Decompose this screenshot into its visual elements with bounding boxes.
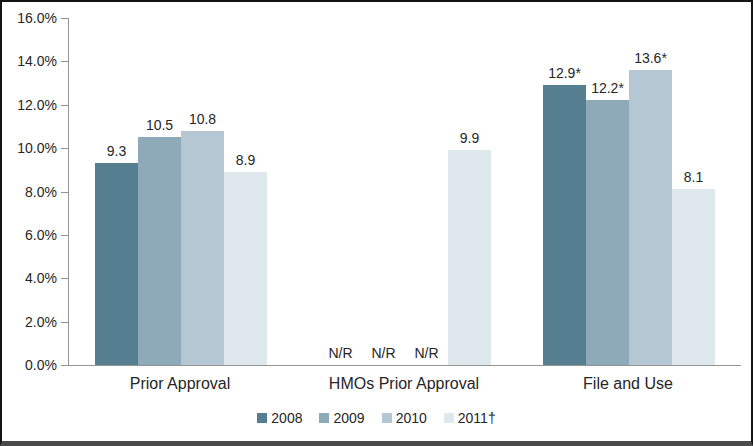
legend-label-2011: 2011†	[458, 411, 496, 425]
x-category-label-file-and-use: File and Use	[516, 374, 740, 393]
bar-group-hmos-prior-approval: N/R N/R N/R 9.9	[293, 18, 517, 365]
not-reported-label-2008-hmos-prior-approval: N/R	[328, 346, 352, 360]
value-label-2011-file-and-use: 8.1	[684, 170, 703, 184]
y-tick-mark-0-0	[61, 365, 69, 366]
y-tick-mark-16-0	[61, 18, 69, 19]
y-tick-mark-4-0	[61, 278, 69, 279]
y-tick-mark-12-0	[61, 105, 69, 106]
y-tick-mark-14-0	[61, 61, 69, 62]
bar-group-prior-approval: 9.310.510.88.9	[69, 18, 293, 365]
y-tick-label-10-0: 10.0%	[17, 141, 57, 155]
legend-swatch-icon-2009	[319, 413, 329, 423]
legend-swatch-icon-2008	[257, 413, 267, 423]
x-category-label-prior-approval: Prior Approval	[68, 374, 292, 393]
bar-2008-file-and-use: 12.9*	[543, 85, 586, 365]
legend-item-2011: 2011†	[444, 411, 496, 425]
not-reported-label-2009-hmos-prior-approval: N/R	[371, 346, 395, 360]
bar-2010-file-and-use: 13.6*	[629, 70, 672, 365]
value-label-2008-file-and-use: 12.9*	[548, 66, 581, 80]
legend-label-2010: 2010	[396, 411, 427, 425]
y-tick-label-2-0: 2.0%	[25, 315, 57, 329]
y-tick-mark-6-0	[61, 235, 69, 236]
bar-2009-prior-approval: 10.5	[138, 137, 181, 365]
y-tick-label-4-0: 4.0%	[25, 271, 57, 285]
legend-label-2009: 2009	[333, 411, 364, 425]
bar-2010-prior-approval: 10.8	[181, 131, 224, 365]
legend-swatch-icon-2011	[444, 413, 454, 423]
legend-item-2010: 2010	[382, 411, 427, 425]
y-tick-label-16-0: 16.0%	[17, 11, 57, 25]
value-label-2011-prior-approval: 8.9	[236, 153, 255, 167]
x-category-label-hmos-prior-approval: HMOs Prior Approval	[292, 374, 516, 393]
legend-label-2008: 2008	[271, 411, 302, 425]
value-label-2009-prior-approval: 10.5	[146, 118, 173, 132]
y-tick-mark-8-0	[61, 192, 69, 193]
bar-group-file-and-use: 12.9*12.2*13.6*8.1	[517, 18, 741, 365]
not-reported-label-2010-hmos-prior-approval: N/R	[414, 346, 438, 360]
value-label-2008-prior-approval: 9.3	[107, 144, 126, 158]
y-tick-label-0-0: 0.0%	[25, 358, 57, 372]
bar-2011-hmos-prior-approval: 9.9	[448, 150, 491, 365]
plot-area: 0.0%2.0%4.0%6.0%8.0%10.0%12.0%14.0%16.0%…	[68, 18, 741, 366]
y-tick-label-6-0: 6.0%	[25, 228, 57, 242]
value-label-2009-file-and-use: 12.2*	[591, 81, 624, 95]
bar-chart: 0.0% 2.0% 4.0% 6.0% 8.0% 10.0% 12.0% 14.0% 16.0%…	[0, 0, 753, 446]
legend-item-2008: 2008	[257, 411, 302, 425]
value-label-2010-prior-approval: 10.8	[189, 112, 216, 126]
y-tick-label-8-0: 8.0%	[25, 185, 57, 199]
bar-2008-prior-approval: 9.3	[95, 163, 138, 365]
y-tick-label-12-0: 12.0%	[17, 98, 57, 112]
y-tick-mark-10-0	[61, 148, 69, 149]
bar-2011-file-and-use: 8.1	[672, 189, 715, 365]
legend-swatch-icon-2010	[382, 413, 392, 423]
y-tick-label-14-0: 14.0%	[17, 54, 57, 68]
y-tick-mark-2-0	[61, 322, 69, 323]
legend: 2008 2009 2010 2011†	[2, 411, 751, 425]
bar-2009-file-and-use: 12.2*	[586, 100, 629, 365]
value-label-2011-hmos-prior-approval: 9.9	[460, 131, 479, 145]
value-label-2010-file-and-use: 13.6*	[634, 51, 667, 65]
legend-item-2009: 2009	[319, 411, 364, 425]
bar-2011-prior-approval: 8.9	[224, 172, 267, 365]
